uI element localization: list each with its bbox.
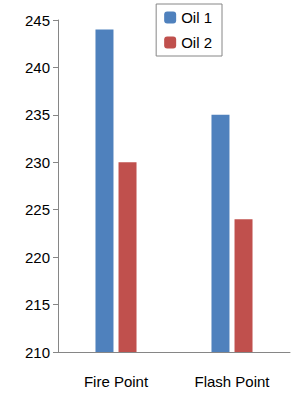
svg-text:Oil 1: Oil 1 [181,9,212,26]
svg-text:235: 235 [25,106,50,123]
svg-text:225: 225 [25,201,50,218]
svg-text:215: 215 [25,296,50,313]
svg-text:240: 240 [25,59,50,76]
svg-text:230: 230 [25,154,50,171]
svg-text:210: 210 [25,344,50,361]
svg-text:245: 245 [25,12,50,29]
svg-text:Oil 2: Oil 2 [181,34,212,51]
svg-text:220: 220 [25,249,50,266]
svg-text:Fire Point: Fire Point [84,373,149,390]
svg-text:Flash Point: Flash Point [194,373,270,390]
